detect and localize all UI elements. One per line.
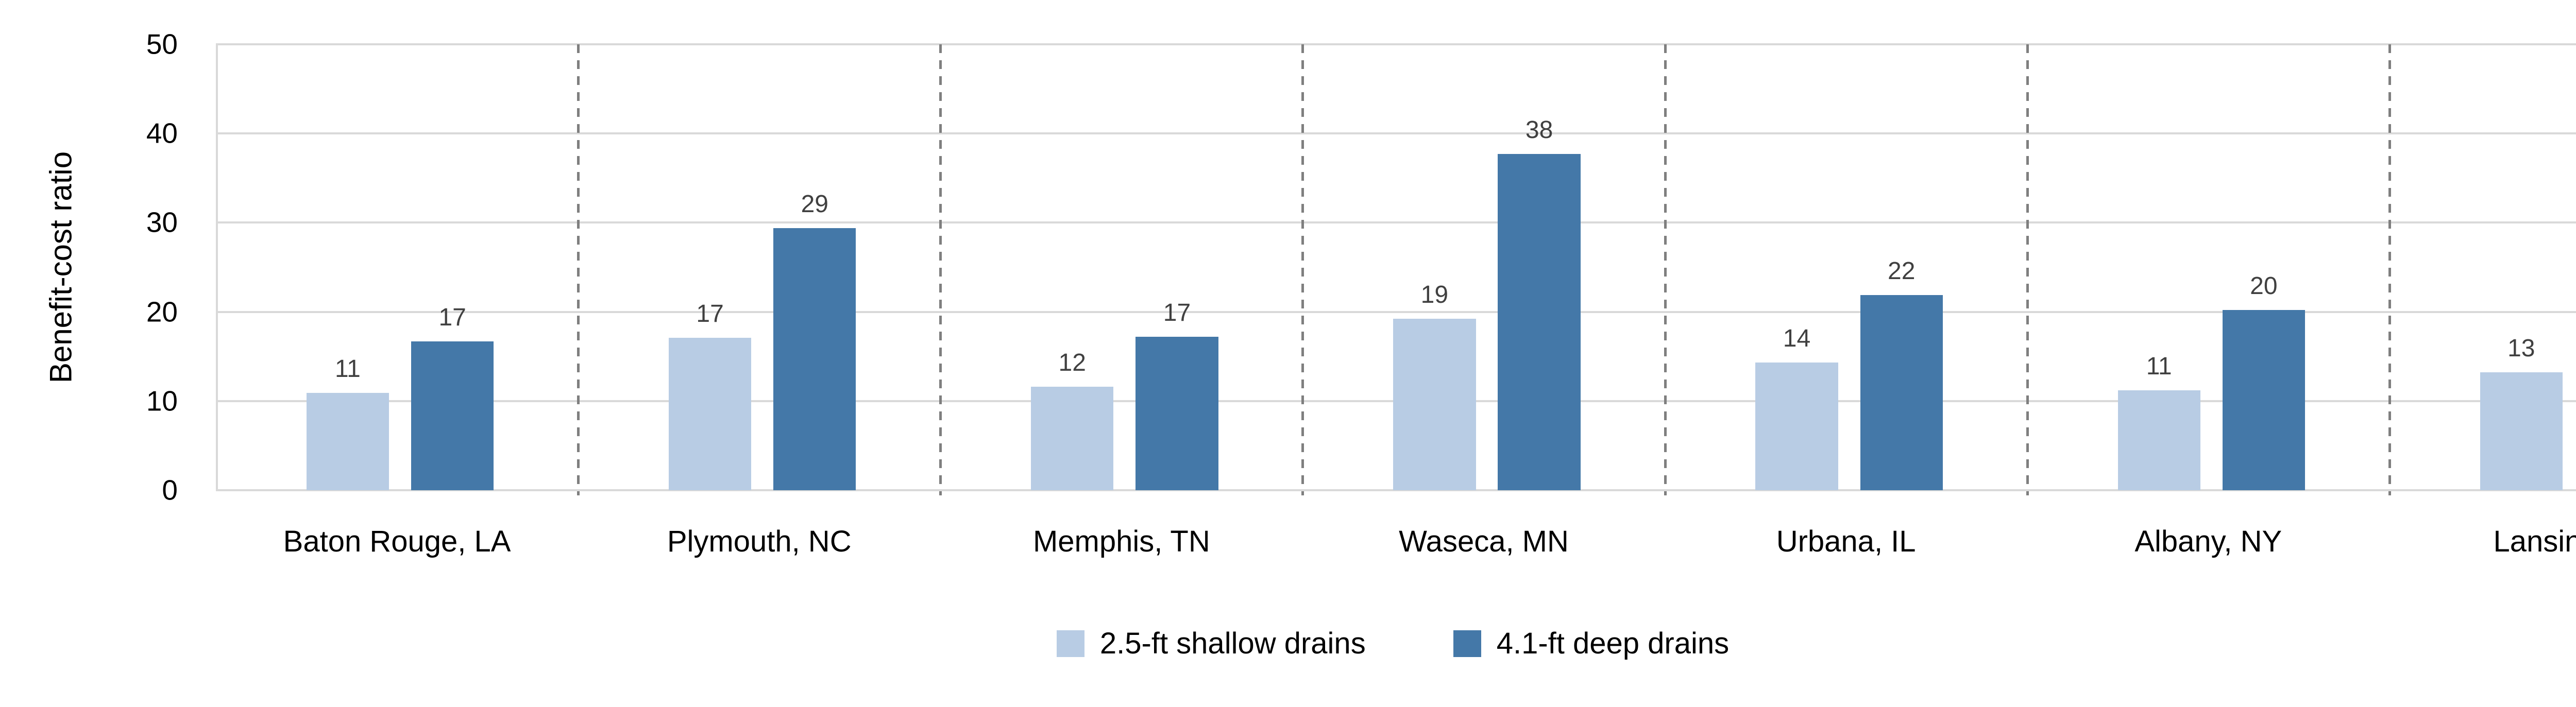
bar-shallow-0 (306, 393, 389, 490)
category-separator-dashed-line (1301, 44, 1304, 495)
y-tick-label-30: 30 (146, 206, 178, 238)
legend-swatch-icon (1453, 630, 1481, 657)
x-category-label-2: Memphis, TN (1032, 525, 1210, 558)
legend-item-deep-drains: 4.1-ft deep drains (1453, 626, 1729, 661)
x-category-label-1: Plymouth, NC (667, 525, 852, 558)
data-label-deep-1: 29 (801, 190, 828, 218)
bar-deep-4 (1860, 295, 1943, 490)
x-category-label-5: Albany, NY (2134, 525, 2282, 558)
legend-item-shallow-drains: 2.5-ft shallow drains (1056, 626, 1366, 661)
category-separator-dashed-line (1664, 44, 1667, 495)
bar-deep-0 (411, 341, 494, 490)
y-tick-label-10: 10 (146, 385, 178, 417)
data-label-shallow-4: 14 (1783, 325, 1811, 353)
legend-swatch-icon (1056, 630, 1084, 657)
plot-area: 1117172912171938142211201327 (216, 43, 2576, 495)
y-tick-label-50: 50 (146, 28, 178, 60)
gridline-y-50 (216, 43, 2576, 45)
bar-deep-1 (773, 228, 856, 490)
gridline-y-40 (216, 132, 2576, 135)
data-label-deep-4: 22 (1888, 257, 1916, 285)
bar-deep-2 (1136, 337, 1218, 490)
y-tick-label-40: 40 (146, 117, 178, 149)
bar-shallow-4 (1755, 363, 1838, 490)
y-tick-label-20: 20 (146, 296, 178, 328)
data-label-deep-3: 38 (1525, 116, 1553, 144)
category-separator-dashed-line (939, 44, 942, 495)
bar-shallow-3 (1393, 319, 1476, 490)
bar-shallow-2 (1031, 387, 1114, 490)
data-label-deep-5: 20 (2250, 272, 2278, 300)
legend-label: 4.1-ft deep drains (1496, 627, 1730, 660)
data-label-deep-0: 17 (438, 303, 466, 331)
x-category-label-4: Urbana, IL (1776, 525, 1916, 558)
y-axis-line (216, 44, 218, 490)
data-label-shallow-6: 13 (2507, 335, 2535, 363)
bar-deep-3 (1498, 154, 1581, 490)
gridline-y-20 (216, 311, 2576, 313)
legend: 2.5-ft shallow drains 4.1-ft deep drains (0, 626, 2576, 661)
category-separator-dashed-line (2388, 44, 2391, 495)
bar-shallow-1 (668, 337, 752, 490)
gridline-y-0 (216, 489, 2576, 491)
category-separator-dashed-line (2026, 44, 2029, 495)
gridline-y-30 (216, 221, 2576, 224)
data-label-shallow-5: 11 (2146, 353, 2172, 381)
y-axis-title: Benefit-cost ratio (43, 151, 78, 384)
data-label-shallow-1: 17 (696, 300, 724, 327)
data-label-shallow-2: 12 (1058, 349, 1086, 377)
data-label-shallow-3: 19 (1420, 281, 1449, 309)
bar-shallow-5 (2117, 390, 2200, 490)
y-tick-label-0: 0 (162, 474, 178, 506)
bar-deep-5 (2222, 310, 2306, 490)
x-category-label-6: Lansing, MI (2493, 525, 2576, 558)
bar-shallow-6 (2480, 372, 2563, 490)
legend-label: 2.5-ft shallow drains (1099, 627, 1366, 660)
x-axis-category-labels: Baton Rouge, LA Plymouth, NC Memphis, TN Wa… (216, 524, 2576, 565)
x-category-label-3: Waseca, MN (1399, 525, 1569, 558)
data-label-shallow-0: 11 (335, 355, 361, 383)
category-separator-dashed-line (577, 44, 580, 495)
data-label-deep-2: 17 (1163, 299, 1191, 327)
x-category-label-0: Baton Rouge, LA (283, 525, 511, 558)
